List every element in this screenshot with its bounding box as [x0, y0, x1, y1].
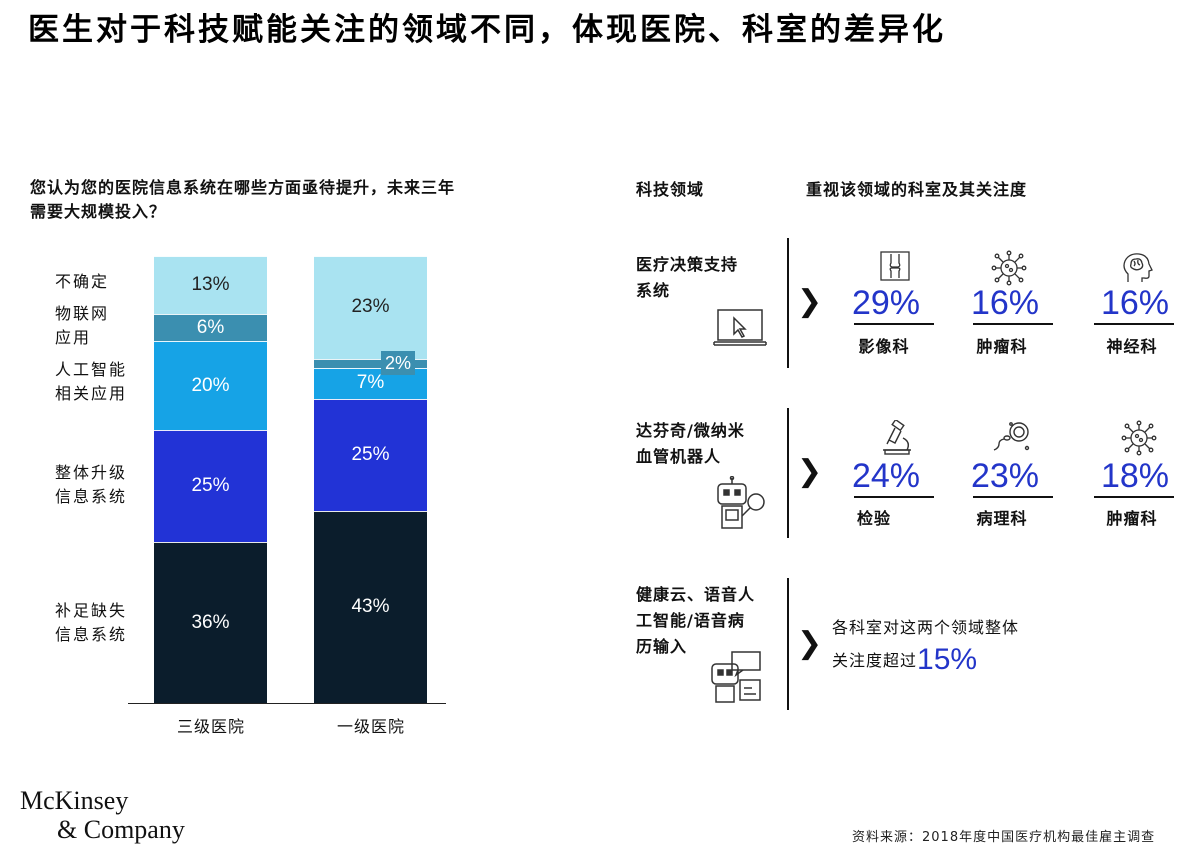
bar-value-label: 13%: [191, 274, 230, 296]
chart-question: 您认为您的医院信息系统在哪些方面亟待提升，未来三年 需要大规模投入？: [30, 176, 570, 224]
robot-chat-icon: [708, 650, 764, 710]
area-label-line: 历输入: [636, 637, 688, 656]
question-line-1: 您认为您的医院信息系统在哪些方面亟待提升，未来三年: [30, 178, 456, 197]
area-label-line: 血管机器人: [636, 447, 722, 466]
header-tech-area: 科技领域: [636, 180, 705, 199]
bar-segment: 43%: [314, 510, 427, 703]
dept-name: 影像科: [858, 337, 910, 356]
chart-baseline: [128, 703, 446, 704]
note-line-1: 各科室对这两个领域整体: [832, 618, 1020, 637]
dept-name: 检验: [856, 509, 891, 528]
bar-segment: 20%: [154, 340, 267, 431]
header-dept-focus: 重视该领域的科室及其关注度: [806, 180, 1028, 199]
dept-name: 神经科: [1106, 337, 1158, 356]
bar-value-label: 25%: [351, 443, 390, 465]
chevron-right-icon: ❯: [797, 626, 823, 661]
cell-sperm-icon: [991, 420, 1031, 460]
pct-value: 24%: [851, 457, 921, 495]
monitor-cursor-icon: [712, 308, 768, 354]
stacked-bar-tier1: 43% 25% 7% 23%: [314, 256, 427, 703]
area-label-decision-support: 医疗决策支持 系统: [636, 252, 738, 304]
bar-segment: 25%: [314, 399, 427, 511]
pct-value: 16%: [970, 284, 1040, 322]
bar-value-label: 25%: [191, 475, 230, 497]
category-label-line: 不确定: [55, 272, 110, 291]
virus-icon: [991, 250, 1027, 290]
mckinsey-logo: McKinsey & Company: [20, 786, 185, 844]
category-label-upgrade: 整体升级 信息系统: [55, 461, 127, 509]
pct-value: 23%: [970, 457, 1040, 495]
chevron-right-icon: ❯: [797, 284, 823, 319]
category-label-uncertain: 不确定: [55, 270, 109, 294]
divider-line: [787, 408, 789, 538]
bar-value-label: 6%: [196, 316, 225, 338]
area-label-cloud-voice: 健康云、语音人 工智能/语音病 历输入: [636, 582, 755, 660]
dept-name: 病理科: [976, 509, 1028, 528]
question-line-2: 需要大规模投入？: [30, 202, 167, 221]
note-text: 关注度超过: [832, 651, 918, 670]
iot-callout-label: 2%: [381, 351, 415, 375]
underline: [1094, 496, 1174, 498]
summary-note: 各科室对这两个领域整体 关注度超过15%: [832, 612, 1019, 677]
knee-xray-icon: [879, 250, 911, 286]
area-label-robot: 达芬奇/微纳米 血管机器人: [636, 418, 745, 470]
source-note: 资料来源：2018年度中国医疗机构最佳雇主调查: [852, 830, 1156, 845]
note-pct: 15%: [917, 643, 978, 676]
brain-head-icon: [1120, 252, 1154, 288]
category-label-line: 信息系统: [55, 625, 128, 644]
underline: [973, 496, 1053, 498]
x-label-tier3: 三级医院: [176, 717, 245, 736]
category-label-line: 物联网: [55, 304, 110, 323]
category-label-ai: 人工智能 相关应用: [55, 358, 127, 406]
category-label-missing: 补足缺失 信息系统: [55, 599, 127, 647]
bar-segment: 23%: [314, 256, 427, 359]
underline: [854, 496, 934, 498]
category-label-line: 人工智能: [55, 360, 128, 379]
area-label-line: 达芬奇/微纳米: [636, 421, 745, 440]
page-title: 医生对于科技赋能关注的领域不同，体现医院、科室的差异化: [28, 12, 946, 48]
bar-value-label: 20%: [191, 374, 230, 396]
virus-icon: [1121, 420, 1157, 460]
pct-value: 18%: [1100, 457, 1170, 495]
bar-segment: 25%: [154, 430, 267, 543]
note-line-2: 关注度超过15%: [832, 644, 1019, 677]
bar-value-label: 7%: [356, 372, 385, 394]
robot-magnifier-icon: [712, 475, 768, 536]
x-label-tier1: 一级医院: [336, 717, 405, 736]
area-label-line: 工智能/语音病: [636, 611, 745, 630]
underline: [1094, 323, 1174, 325]
category-label-iot: 物联网 应用: [55, 302, 109, 350]
pct-value: 29%: [851, 284, 921, 322]
bar-segment: 13%: [154, 256, 267, 315]
area-label-line: 健康云、语音人: [636, 585, 756, 604]
category-label-line: 应用: [55, 328, 92, 347]
stacked-bar-tier3: 36% 25% 20% 6% 13%: [154, 256, 267, 703]
logo-line-2: & Company: [57, 815, 185, 844]
callout-leader-line: [364, 363, 381, 364]
bar-segment: 36%: [154, 542, 267, 703]
chevron-right-icon: ❯: [797, 454, 823, 489]
pct-value: 16%: [1100, 284, 1170, 322]
divider-line: [787, 578, 789, 710]
underline: [973, 323, 1053, 325]
category-label-line: 相关应用: [55, 384, 128, 403]
bar-value-label: 36%: [191, 611, 230, 633]
area-label-line: 系统: [636, 281, 671, 300]
category-label-line: 信息系统: [55, 487, 128, 506]
category-label-line: 补足缺失: [55, 601, 128, 620]
bar-value-label: 23%: [351, 296, 390, 318]
underline: [854, 323, 934, 325]
bar-segment: 6%: [154, 314, 267, 341]
category-label-line: 整体升级: [55, 463, 128, 482]
microscope-icon: [879, 418, 915, 460]
logo-line-1: McKinsey: [20, 786, 129, 815]
bar-value-label: 43%: [351, 595, 390, 617]
divider-line: [787, 238, 789, 368]
dept-name: 肿瘤科: [976, 337, 1028, 356]
dept-name: 肿瘤科: [1106, 509, 1158, 528]
area-label-line: 医疗决策支持: [636, 255, 739, 274]
